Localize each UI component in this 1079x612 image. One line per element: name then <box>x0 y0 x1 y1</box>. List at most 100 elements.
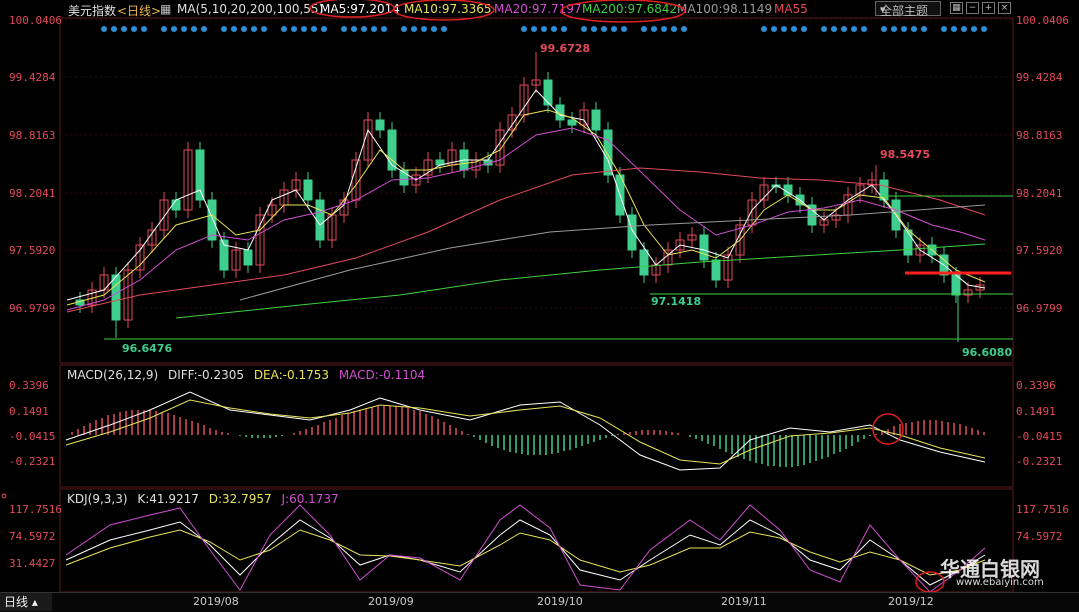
signal-dot <box>161 26 167 32</box>
signal-dot <box>591 26 597 32</box>
signal-dot <box>761 26 767 32</box>
candle-body <box>244 250 252 265</box>
kdj-j-line <box>66 505 985 592</box>
ma200-line <box>176 244 985 318</box>
signal-dot <box>831 26 837 32</box>
indicator-marker-icon <box>2 494 6 498</box>
signal-dot <box>131 26 137 32</box>
price-axis-left-label: 96.9799 <box>9 302 55 315</box>
kdj-name: KDJ(9,3,3) <box>67 492 128 506</box>
signal-dot <box>681 26 687 32</box>
signal-dot <box>321 26 327 32</box>
signal-dot <box>301 26 307 32</box>
signal-dot <box>521 26 527 32</box>
x-axis-label: 2019/12 <box>888 595 934 608</box>
high-annotation-nov: 98.5475 <box>880 148 930 161</box>
signal-dot <box>291 26 297 32</box>
price-axis-right-label: 98.8163 <box>1016 129 1062 142</box>
price-axis-right-label: 96.9799 <box>1016 302 1062 315</box>
x-axis-label: 2019/11 <box>721 595 767 608</box>
candle-body <box>592 110 600 130</box>
x-axis-label: 2019/10 <box>537 595 583 608</box>
macd-name: MACD(26,12,9) <box>67 368 158 382</box>
signal-dot <box>961 26 967 32</box>
signal-dot <box>671 26 677 32</box>
signal-dot <box>951 26 957 32</box>
high-annotation-oct: 99.6728 <box>540 42 590 55</box>
candle-body <box>628 215 636 250</box>
signal-dot <box>171 26 177 32</box>
signal-dot <box>901 26 907 32</box>
signal-dot <box>781 26 787 32</box>
candle-body <box>640 250 648 275</box>
price-axis-right-label: 100.0406 <box>1016 14 1069 27</box>
macd-dea: DEA:-0.1753 <box>254 368 329 382</box>
macd-axis-right-label: 0.1491 <box>1016 405 1056 418</box>
price-axis-left-label: 98.8163 <box>9 129 55 142</box>
candle-body <box>172 200 180 210</box>
signal-dot <box>791 26 797 32</box>
candle-body <box>784 185 792 195</box>
kdj-axis-right-label: 117.7516 <box>1016 503 1069 516</box>
signal-dot <box>891 26 897 32</box>
signal-dot <box>801 26 807 32</box>
price-axis-right-label: 97.5920 <box>1016 244 1062 257</box>
kdj-j: J:60.1737 <box>281 492 338 506</box>
low-annotation-oct: 97.1418 <box>651 295 701 308</box>
kdj-axis-right-label: 74.5972 <box>1016 530 1062 543</box>
signal-dot <box>361 26 367 32</box>
candle-body <box>388 130 396 170</box>
candle-body <box>712 260 720 280</box>
candle-body <box>304 180 312 200</box>
signal-dot <box>101 26 107 32</box>
signal-dot <box>611 26 617 32</box>
macd-axis-right-label: -0.2321 <box>1016 455 1062 468</box>
kdj-axis-left-label: 31.4427 <box>9 557 55 570</box>
signal-dot <box>661 26 667 32</box>
signal-dot <box>421 26 427 32</box>
period-tab-daily[interactable]: 日线 ▴ <box>0 593 52 611</box>
kdj-legend: KDJ(9,3,3) K:41.9217 D:32.7957 J:60.1737 <box>67 492 345 506</box>
signal-dot <box>371 26 377 32</box>
signal-dot <box>561 26 567 32</box>
signal-dot <box>221 26 227 32</box>
candle-body <box>904 230 912 255</box>
macd-diff: DIFF:-0.2305 <box>168 368 244 382</box>
signal-dot <box>921 26 927 32</box>
signal-dot <box>351 26 357 32</box>
candle-body <box>196 150 204 200</box>
low-annotation-dec: 96.6080 <box>962 346 1012 359</box>
signal-dot <box>851 26 857 32</box>
signal-dot <box>941 26 947 32</box>
signal-dot <box>651 26 657 32</box>
period-tab-label: 日线 <box>4 595 28 609</box>
x-axis-label: 2019/09 <box>368 595 414 608</box>
macd-bar-value: MACD:-0.1104 <box>339 368 425 382</box>
candle-body <box>568 120 576 125</box>
ma100-line <box>240 205 985 300</box>
signal-dot <box>231 26 237 32</box>
candle-body <box>316 200 324 240</box>
highlight-ellipse-ma10 <box>394 0 494 20</box>
macd-axis-left-label: 0.1491 <box>9 405 49 418</box>
signal-dot <box>251 26 257 32</box>
signal-dot <box>621 26 627 32</box>
signal-dot <box>541 26 547 32</box>
signal-dot <box>111 26 117 32</box>
signal-dot <box>551 26 557 32</box>
signal-dot <box>401 26 407 32</box>
macd-panel-frame <box>60 365 1013 487</box>
candle-body <box>208 200 216 240</box>
signal-dot <box>641 26 647 32</box>
signal-dot <box>431 26 437 32</box>
macd-axis-right-label: -0.0415 <box>1016 430 1062 443</box>
candle-body <box>544 80 552 105</box>
signal-dot <box>191 26 197 32</box>
signal-dot <box>771 26 777 32</box>
price-axis-right-label: 98.2041 <box>1016 187 1062 200</box>
highlight-ellipse-ma200 <box>561 0 685 22</box>
signal-dot <box>601 26 607 32</box>
signal-dot <box>581 26 587 32</box>
